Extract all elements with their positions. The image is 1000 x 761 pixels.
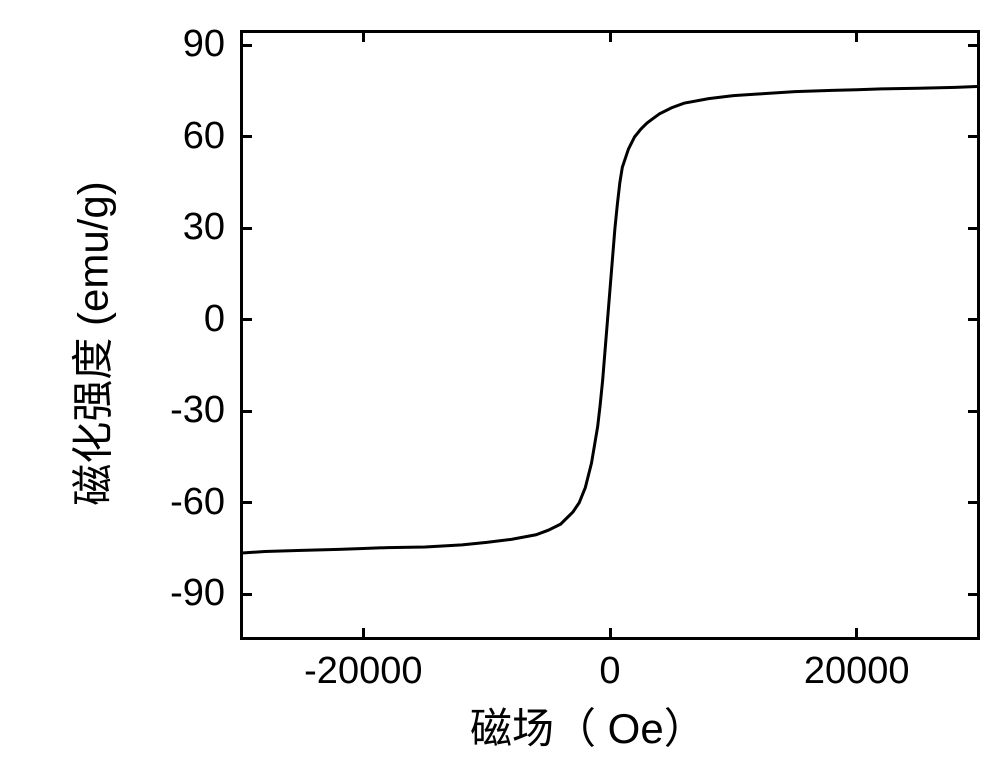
y-tick-label: 30 — [145, 206, 225, 249]
y-tick — [240, 501, 252, 504]
y-tick — [968, 135, 980, 138]
y-tick — [968, 593, 980, 596]
x-tick-label: 0 — [530, 650, 690, 693]
y-tick — [240, 227, 252, 230]
y-tick — [240, 135, 252, 138]
x-tick — [362, 628, 365, 640]
y-tick — [240, 410, 252, 413]
y-tick — [968, 227, 980, 230]
y-tick-label: 90 — [145, 23, 225, 66]
y-tick-label: -30 — [145, 389, 225, 432]
x-tick — [609, 628, 612, 640]
y-tick — [240, 593, 252, 596]
y-tick-label: -60 — [145, 481, 225, 524]
x-tick-label: -20000 — [283, 650, 443, 693]
x-tick — [855, 30, 858, 42]
y-tick — [968, 318, 980, 321]
y-tick-label: 0 — [145, 298, 225, 341]
y-tick — [968, 501, 980, 504]
x-axis-label: 磁场（ Oe） — [470, 695, 706, 756]
x-tick-label: 20000 — [777, 650, 937, 693]
y-tick — [968, 44, 980, 47]
x-tick — [855, 628, 858, 640]
y-tick — [240, 44, 252, 47]
y-tick — [968, 410, 980, 413]
y-tick-label: -90 — [145, 572, 225, 615]
y-axis-label: 磁化强度 (emu/g) — [60, 134, 121, 554]
y-tick — [240, 318, 252, 321]
x-tick — [609, 30, 612, 42]
x-tick — [362, 30, 365, 42]
y-tick-label: 60 — [145, 115, 225, 158]
chart-container: 磁化强度 (emu/g) 磁场（ Oe） -90-60-300306090-20… — [40, 20, 960, 740]
